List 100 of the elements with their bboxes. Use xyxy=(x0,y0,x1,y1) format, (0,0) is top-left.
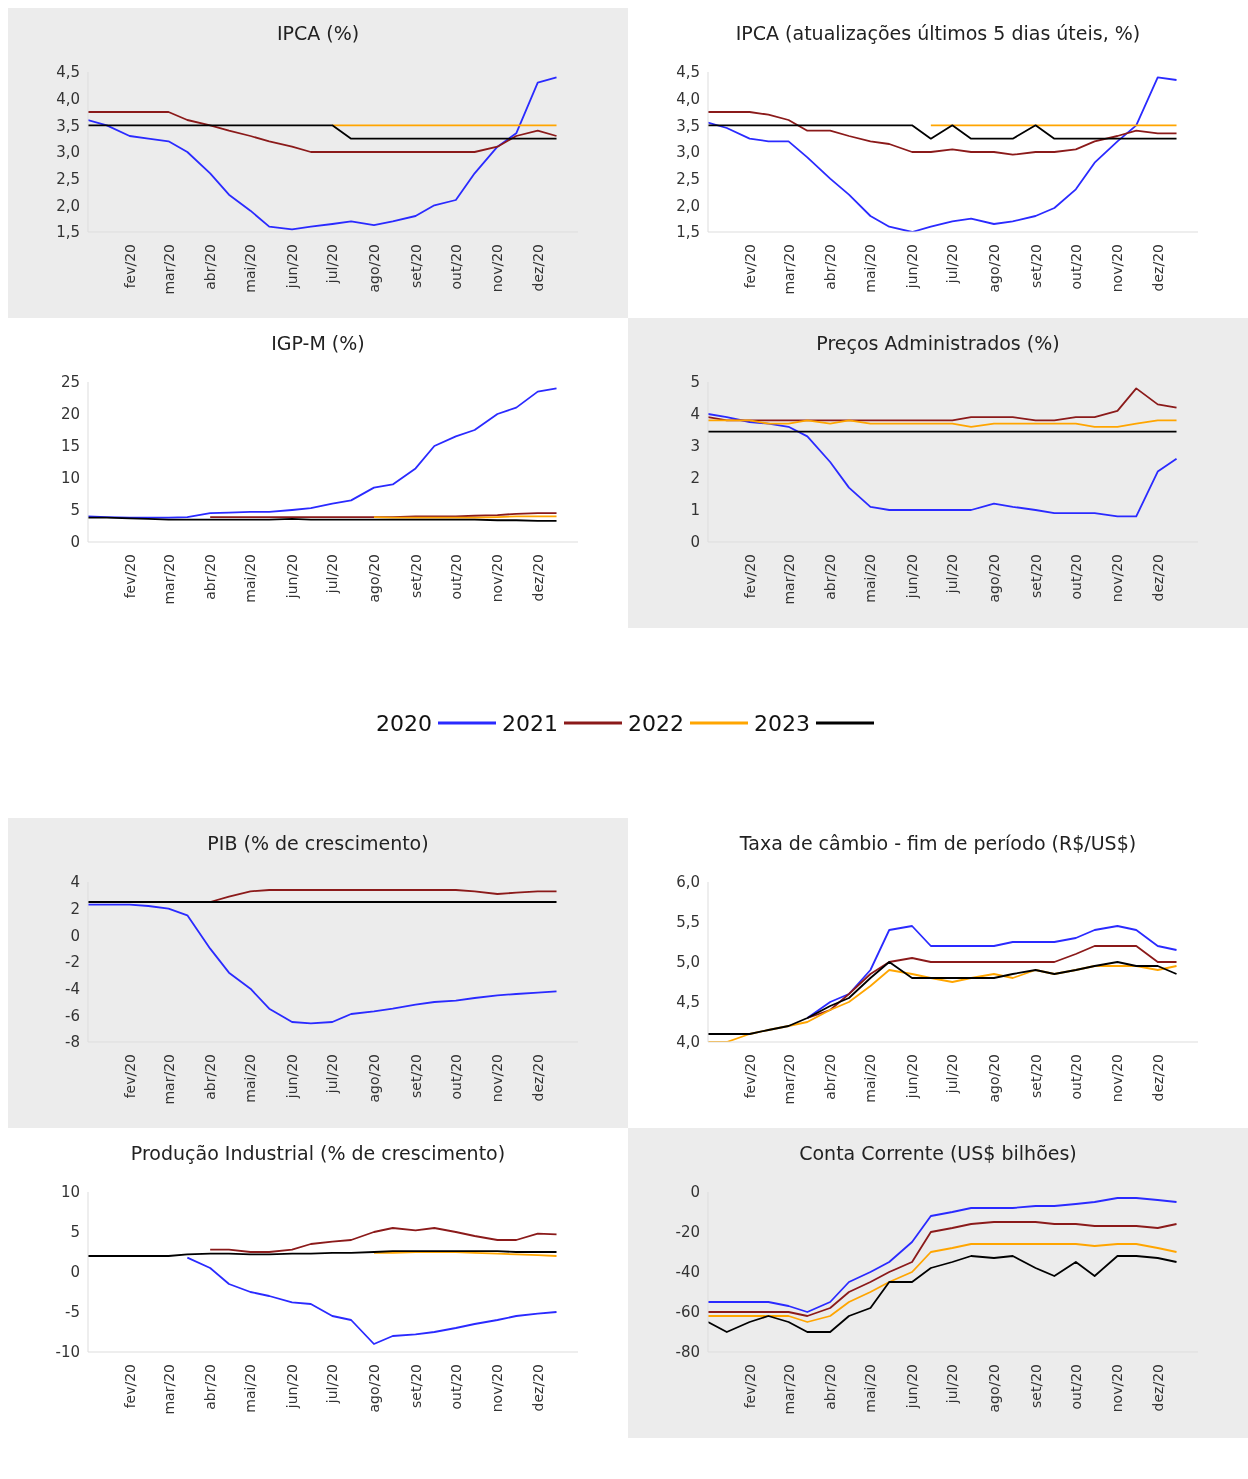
x-tick-label: ago/20 xyxy=(985,1054,1002,1103)
x-tick-label: jul/20 xyxy=(324,244,341,285)
x-tick-label: mai/20 xyxy=(242,554,259,603)
y-tick-label: 3 xyxy=(690,437,700,456)
y-tick-label: 2,0 xyxy=(676,196,700,215)
line-series xyxy=(88,387,558,519)
x-tick-label: fev/20 xyxy=(121,1364,138,1409)
legend-label: 2021 xyxy=(502,710,558,736)
x-tick-label: dez/20 xyxy=(1149,554,1166,602)
x-tick-label: jul/20 xyxy=(944,1364,961,1405)
y-tick-label: -5 xyxy=(65,1303,80,1322)
x-tick-label: set/20 xyxy=(1027,554,1044,598)
x-tick-label: jun/20 xyxy=(284,244,301,290)
line-series xyxy=(708,1197,1178,1313)
y-tick-label: 15 xyxy=(60,437,80,456)
x-tick-label: jul/20 xyxy=(324,554,341,595)
y-tick-label: 0 xyxy=(70,1263,80,1282)
line-series xyxy=(209,889,558,903)
y-tick-label: 10 xyxy=(60,1183,80,1202)
x-tick-label: ago/20 xyxy=(365,1364,382,1413)
line-series xyxy=(708,76,1178,232)
x-tick-label: mar/20 xyxy=(780,554,797,605)
x-tick-label: mai/20 xyxy=(242,1364,259,1413)
y-tick-label: 5 xyxy=(690,373,700,392)
y-tick-label: 20 xyxy=(60,405,80,424)
line-series xyxy=(708,387,1178,422)
x-tick-label: ago/20 xyxy=(365,1054,382,1103)
line-series xyxy=(88,903,558,1025)
x-tick-label: dez/20 xyxy=(529,1054,546,1102)
line-series xyxy=(708,111,1178,156)
x-tick-label: jun/20 xyxy=(284,1054,301,1100)
x-tick-label: abr/20 xyxy=(202,1364,219,1410)
x-tick-label: jul/20 xyxy=(944,244,961,285)
y-tick-label: 0 xyxy=(690,533,700,552)
x-tick-label: jul/20 xyxy=(324,1364,341,1405)
x-tick-label: jun/20 xyxy=(904,554,921,600)
x-tick-label: abr/20 xyxy=(822,1364,839,1410)
y-tick-label: -4 xyxy=(65,979,80,998)
chart-title: Produção Industrial (% de crescimento) xyxy=(129,1142,507,1166)
y-tick-label: 25 xyxy=(60,373,80,392)
x-tick-label: abr/20 xyxy=(822,1054,839,1100)
line-series xyxy=(88,111,558,153)
x-tick-label: mai/20 xyxy=(862,1054,879,1103)
x-tick-label: out/20 xyxy=(447,554,464,600)
x-tick-label: dez/20 xyxy=(1149,1364,1166,1412)
x-tick-label: nov/20 xyxy=(489,554,506,603)
x-tick-label: set/20 xyxy=(407,244,424,288)
x-tick-label: mar/20 xyxy=(160,244,177,295)
x-tick-label: ago/20 xyxy=(985,554,1002,603)
y-tick-label: 2 xyxy=(70,899,80,918)
x-tick-label: jun/20 xyxy=(904,244,921,290)
x-tick-label: jul/20 xyxy=(944,1054,961,1095)
x-tick-label: fev/20 xyxy=(741,1054,758,1099)
x-tick-label: fev/20 xyxy=(741,244,758,289)
x-tick-label: mai/20 xyxy=(242,244,259,293)
x-tick-label: fev/20 xyxy=(121,554,138,599)
line-series xyxy=(708,1255,1178,1333)
x-tick-label: mar/20 xyxy=(780,1054,797,1105)
x-tick-label: jun/20 xyxy=(904,1054,921,1100)
x-tick-label: set/20 xyxy=(1027,1054,1044,1098)
x-tick-label: nov/20 xyxy=(1109,1054,1126,1103)
y-tick-label: 5 xyxy=(70,1223,80,1242)
x-tick-label: mai/20 xyxy=(862,244,879,293)
x-tick-label: mar/20 xyxy=(160,1054,177,1105)
y-tick-label: -80 xyxy=(675,1343,700,1362)
y-tick-label: 3,5 xyxy=(56,116,80,135)
y-tick-label: 4,0 xyxy=(676,89,700,108)
x-tick-label: dez/20 xyxy=(529,1364,546,1412)
y-tick-label: 4 xyxy=(70,873,80,892)
x-tick-label: set/20 xyxy=(407,1364,424,1408)
y-tick-label: 4,0 xyxy=(676,1033,700,1052)
x-tick-label: mar/20 xyxy=(780,244,797,295)
x-tick-label: out/20 xyxy=(1067,1364,1084,1410)
x-tick-label: set/20 xyxy=(1027,1364,1044,1408)
x-tick-label: ago/20 xyxy=(365,244,382,293)
line-series xyxy=(708,413,1178,518)
x-tick-label: ago/20 xyxy=(985,244,1002,293)
x-tick-label: abr/20 xyxy=(822,244,839,290)
x-tick-label: out/20 xyxy=(447,244,464,290)
x-tick-label: ago/20 xyxy=(985,1364,1002,1413)
y-tick-label: -8 xyxy=(65,1033,80,1052)
line-series xyxy=(186,1256,558,1345)
x-tick-label: fev/20 xyxy=(741,1364,758,1409)
x-tick-label: out/20 xyxy=(447,1364,464,1410)
x-tick-label: nov/20 xyxy=(489,1364,506,1413)
y-tick-label: -20 xyxy=(675,1223,700,1242)
y-tick-label: 3,0 xyxy=(56,143,80,162)
x-tick-label: jun/20 xyxy=(284,1364,301,1410)
y-tick-label: -2 xyxy=(65,953,80,972)
chart-title: Preços Administrados (%) xyxy=(815,332,1061,356)
x-tick-label: nov/20 xyxy=(1109,244,1126,293)
x-tick-label: set/20 xyxy=(407,554,424,598)
x-tick-label: out/20 xyxy=(1067,1054,1084,1100)
y-tick-label: 5,0 xyxy=(676,953,700,972)
x-tick-label: dez/20 xyxy=(1149,244,1166,292)
x-tick-label: ago/20 xyxy=(365,554,382,603)
chart-title: Taxa de câmbio - fim de período (R$/US$) xyxy=(738,832,1138,856)
line-series xyxy=(209,1227,558,1253)
legend-label: 2022 xyxy=(628,710,684,736)
line-series xyxy=(806,945,1178,1019)
